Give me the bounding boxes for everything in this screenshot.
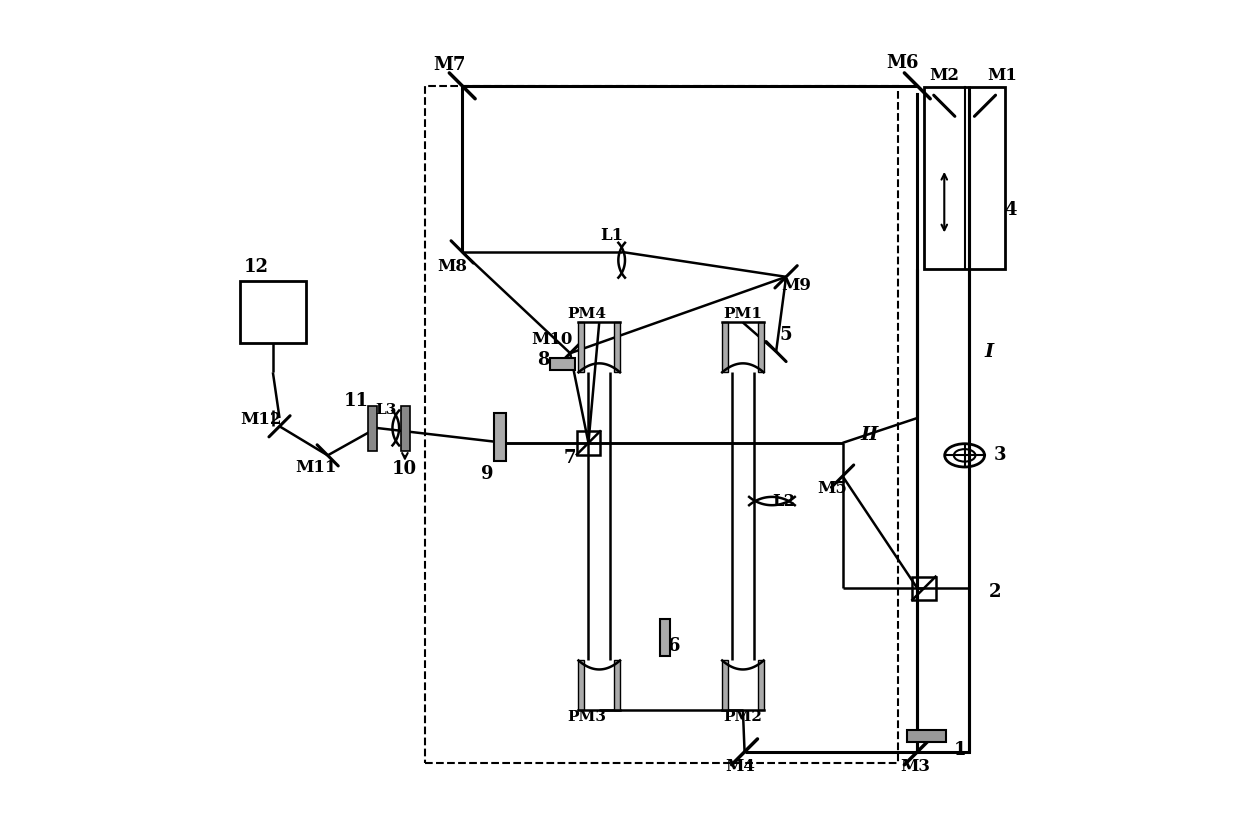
- Bar: [758, 660, 764, 711]
- Text: PM1: PM1: [723, 307, 763, 321]
- Text: 5: 5: [780, 326, 792, 344]
- Text: M3: M3: [900, 758, 930, 775]
- Bar: [906, 731, 946, 742]
- Text: M10: M10: [531, 330, 573, 348]
- Text: 7: 7: [564, 449, 577, 466]
- Bar: [660, 619, 670, 656]
- Text: PM4: PM4: [567, 307, 606, 321]
- Text: 1: 1: [955, 742, 967, 759]
- Bar: [924, 88, 1006, 268]
- Text: M9: M9: [781, 277, 811, 293]
- Text: M5: M5: [817, 480, 847, 497]
- Bar: [579, 660, 584, 711]
- Text: 8: 8: [537, 351, 549, 369]
- Text: 6: 6: [667, 637, 681, 655]
- Bar: [367, 405, 377, 451]
- Bar: [425, 86, 898, 762]
- Text: 9: 9: [481, 466, 494, 483]
- Bar: [579, 323, 584, 372]
- Text: L3: L3: [376, 403, 397, 416]
- Text: L1: L1: [600, 227, 624, 244]
- Text: 12: 12: [244, 257, 269, 276]
- Text: M4: M4: [725, 758, 755, 775]
- Bar: [401, 405, 410, 451]
- Text: PM2: PM2: [723, 710, 763, 724]
- Bar: [913, 577, 935, 600]
- Text: I: I: [985, 343, 993, 360]
- Text: 3: 3: [994, 446, 1007, 464]
- Text: 2: 2: [990, 584, 1002, 601]
- Bar: [758, 323, 764, 372]
- Text: M8: M8: [438, 257, 467, 274]
- Text: L2: L2: [773, 492, 795, 510]
- Text: M6: M6: [887, 54, 919, 72]
- Text: 4: 4: [1004, 201, 1017, 219]
- Text: PM3: PM3: [567, 710, 606, 724]
- Text: M7: M7: [434, 56, 466, 74]
- Text: 11: 11: [343, 392, 368, 410]
- Bar: [614, 323, 620, 372]
- Text: M11: M11: [295, 459, 337, 477]
- Text: 10: 10: [392, 461, 417, 478]
- Bar: [614, 660, 620, 711]
- Bar: [551, 358, 575, 370]
- Bar: [494, 413, 506, 461]
- Text: M1: M1: [987, 68, 1017, 84]
- Bar: [577, 431, 600, 455]
- Bar: [239, 281, 306, 344]
- Text: M12: M12: [241, 411, 281, 428]
- Bar: [722, 660, 728, 711]
- Bar: [722, 323, 728, 372]
- Text: II: II: [861, 426, 878, 444]
- Text: M2: M2: [929, 68, 959, 84]
